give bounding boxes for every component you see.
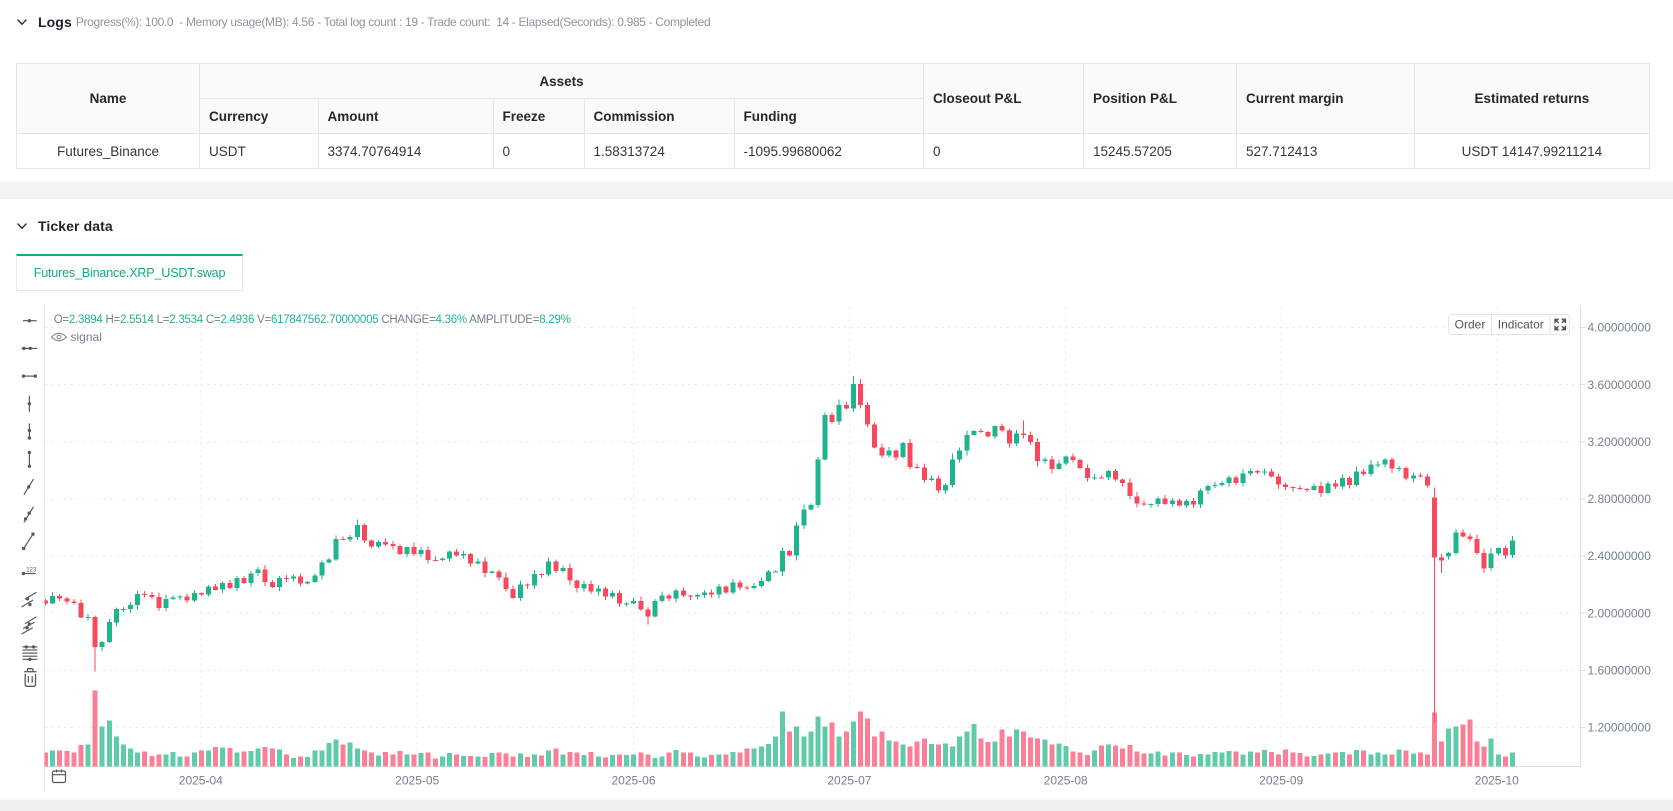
svg-text:4.00000000: 4.00000000 bbox=[1588, 321, 1652, 335]
svg-text:2025-05: 2025-05 bbox=[395, 774, 439, 788]
svg-text:2025-09: 2025-09 bbox=[1259, 774, 1303, 788]
svg-text:2025-04: 2025-04 bbox=[179, 774, 223, 788]
svg-text:123: 123 bbox=[26, 567, 37, 573]
svg-text:2.40000000: 2.40000000 bbox=[1588, 549, 1652, 563]
svg-text:O=2.3894 H=2.5514 L=2.3534 C=2: O=2.3894 H=2.5514 L=2.3534 C=2.4936 V=61… bbox=[54, 314, 571, 326]
svg-text:1.20000000: 1.20000000 bbox=[1588, 721, 1652, 735]
svg-text:signal: signal bbox=[71, 330, 102, 344]
svg-text:2025-06: 2025-06 bbox=[611, 774, 655, 788]
svg-text:3.20000000: 3.20000000 bbox=[1588, 435, 1652, 449]
svg-text:2.00000000: 2.00000000 bbox=[1588, 606, 1652, 620]
svg-text:2025-10: 2025-10 bbox=[1475, 774, 1519, 788]
svg-text:Order: Order bbox=[1455, 318, 1486, 332]
svg-text:3.60000000: 3.60000000 bbox=[1588, 378, 1652, 392]
svg-text:Indicator: Indicator bbox=[1498, 318, 1544, 332]
svg-text:2025-07: 2025-07 bbox=[827, 774, 871, 788]
svg-text:2.80000000: 2.80000000 bbox=[1588, 492, 1652, 506]
svg-text:2025-08: 2025-08 bbox=[1044, 774, 1088, 788]
svg-text:1.60000000: 1.60000000 bbox=[1588, 664, 1652, 678]
